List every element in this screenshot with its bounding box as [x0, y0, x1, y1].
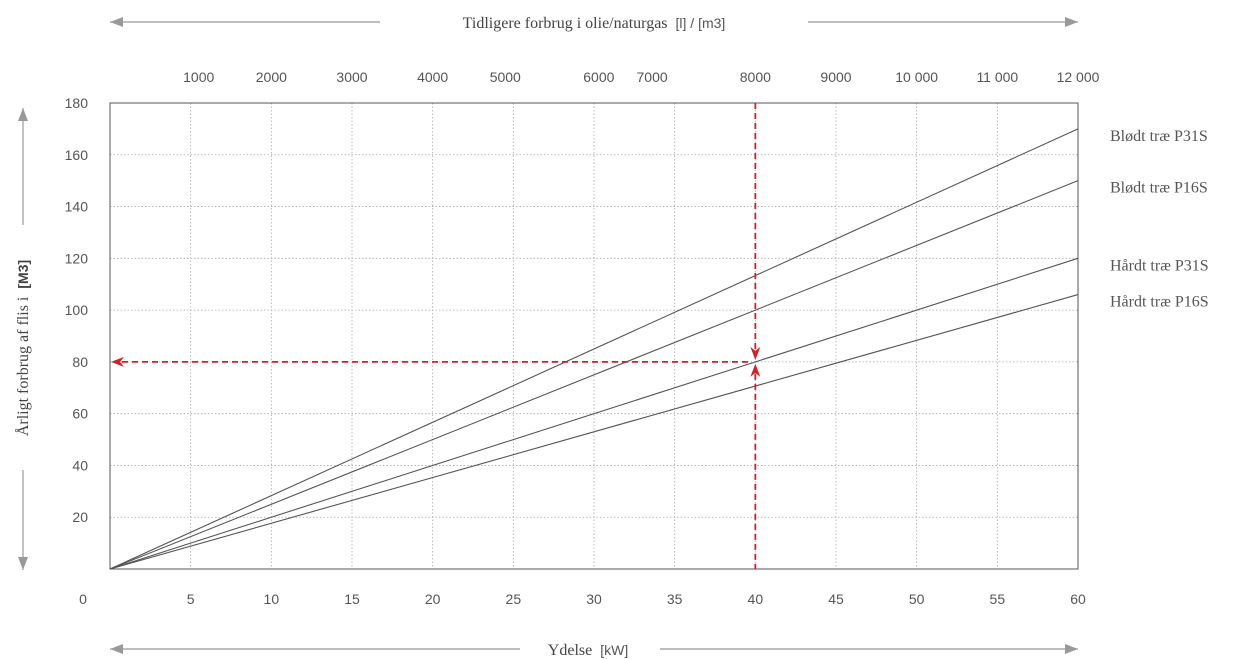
top-tick-label: 7000: [637, 69, 668, 85]
y-tick-label: 80: [72, 354, 88, 370]
x-tick-label: 35: [667, 591, 683, 607]
series-label-0: Blødt træ P31S: [1110, 128, 1208, 145]
top-tick-label: 1000: [183, 69, 214, 85]
y-tick-label: 160: [65, 147, 89, 163]
x-tick-label: 30: [586, 591, 602, 607]
top-tick-label: 8000: [740, 69, 771, 85]
top-tick-label: 10 000: [895, 69, 938, 85]
x-tick-label: 5: [187, 591, 195, 607]
x-tick-label: 55: [990, 591, 1006, 607]
top-tick-label: 4000: [417, 69, 448, 85]
series-group: [109, 128, 1079, 570]
bottom-axis-title: Ydelse [kW]: [548, 642, 628, 659]
annotation-arrow-down: [750, 346, 761, 360]
top-tick-label: 2000: [256, 69, 287, 85]
top-tick-label: 11 000: [976, 69, 1018, 85]
series-label-1: Blødt træ P16S: [1110, 180, 1208, 197]
top-tick-label: 12 000: [1057, 69, 1100, 85]
series-line-0: [109, 128, 1079, 570]
top-axis-title: Tidligere forbrug i olie/naturgas [l] / …: [463, 15, 726, 32]
annotation-group: [111, 103, 761, 569]
series-label-2: Hårdt træ P31S: [1110, 257, 1209, 274]
y-tick-label: 120: [65, 250, 89, 266]
x-tick-label: 40: [748, 591, 764, 607]
top-tick-labels: 1000 2000 3000 4000 5000 6000 7000 8000 9000 10 0…: [183, 69, 1099, 85]
series-line-1: [109, 180, 1079, 570]
top-tick-label: 5000: [490, 69, 521, 85]
x-tick-label: 45: [828, 591, 844, 607]
y-tick-label: 100: [65, 302, 89, 318]
origin-label: 0: [79, 591, 87, 607]
x-tick-labels: 5 10 15 20 25 30 35 40 45 50 55 60: [187, 591, 1086, 607]
y-tick-label: 60: [72, 406, 88, 422]
y-tick-label: 20: [72, 509, 88, 525]
plot-frame: [109, 102, 1079, 570]
top-axis-title-group: Tidligere forbrug i olie/naturgas [l] / …: [110, 15, 1078, 32]
y-tick-labels: 20 40 60 80 100 120 140 160 180: [65, 95, 89, 525]
top-tick-label: 6000: [583, 69, 614, 85]
y-tick-label: 180: [65, 95, 89, 111]
series-line-2: [109, 257, 1079, 570]
x-tick-label: 10: [264, 591, 280, 607]
y-tick-label: 40: [72, 457, 88, 473]
x-tick-label: 50: [909, 591, 925, 607]
top-tick-label: 3000: [336, 69, 367, 85]
bottom-axis-title-group: Ydelse [kW]: [110, 642, 1078, 659]
annotation-arrow-up: [750, 363, 761, 377]
x-tick-label: 25: [506, 591, 522, 607]
x-tick-label: 20: [425, 591, 441, 607]
top-tick-label: 9000: [820, 69, 851, 85]
left-axis-title-group: Årligt forbrug af flis i [M3]: [14, 108, 32, 570]
series-line-3: [109, 294, 1079, 570]
y-tick-label: 140: [65, 199, 89, 215]
left-axis-title: Årligt forbrug af flis i [M3]: [14, 260, 32, 436]
x-tick-label: 15: [344, 591, 360, 607]
series-labels: Blødt træ P31S Blødt træ P16S Hårdt træ P3…: [1110, 128, 1209, 311]
series-label-3: Hårdt træ P16S: [1110, 294, 1209, 311]
annotation-arrow-left: [111, 356, 124, 367]
x-tick-label: 60: [1070, 591, 1086, 607]
